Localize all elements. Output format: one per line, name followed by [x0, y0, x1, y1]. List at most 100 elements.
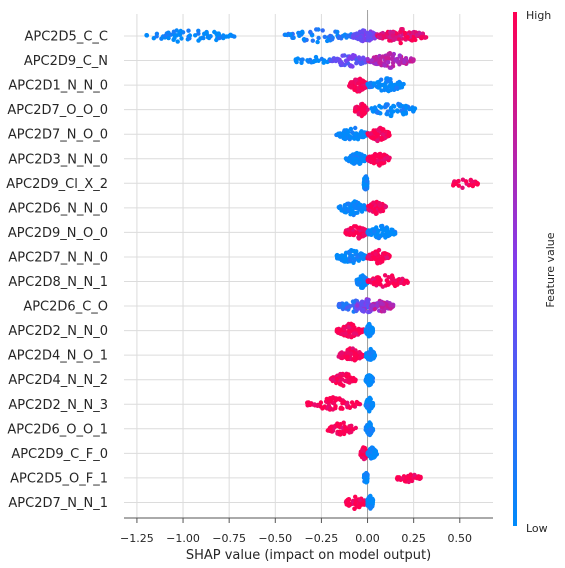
- shap-point: [216, 32, 221, 37]
- shap-point: [308, 30, 313, 35]
- shap-point: [366, 155, 371, 160]
- shap-point: [328, 405, 333, 411]
- shap-point: [355, 303, 360, 308]
- shap-point: [336, 301, 342, 307]
- shap-point: [371, 200, 376, 205]
- shap-point: [408, 472, 413, 477]
- shap-point: [314, 27, 319, 32]
- shap-point: [313, 54, 319, 60]
- shap-point: [372, 152, 377, 157]
- feature-label: APC2D7_N_N_1: [8, 496, 108, 511]
- shap-point: [345, 350, 350, 355]
- feature-label: APC2D9_Cl_X_2: [6, 177, 108, 192]
- shap-point: [291, 35, 296, 40]
- shap-point: [353, 494, 358, 499]
- shap-point: [359, 327, 364, 333]
- x-tick-label: 0.50: [448, 532, 473, 545]
- shap-point: [174, 33, 179, 38]
- feature-label: APC2D5_O_F_1: [10, 471, 108, 486]
- shap-point: [360, 157, 365, 162]
- shap-point: [373, 251, 378, 256]
- shap-point: [345, 372, 350, 377]
- shap-point: [144, 33, 149, 38]
- shap-point: [396, 101, 401, 107]
- shap-point: [300, 30, 305, 35]
- shap-point: [370, 303, 375, 308]
- shap-point: [366, 334, 371, 339]
- shap-point: [345, 130, 351, 135]
- shap-point: [386, 60, 391, 65]
- shap-point: [365, 81, 370, 87]
- shap-point: [343, 58, 349, 63]
- shap-point: [361, 232, 366, 237]
- shap-point: [362, 502, 367, 507]
- feature-label: APC2D9_N_O_0: [8, 226, 108, 241]
- shap-point: [365, 498, 371, 503]
- shap-point: [365, 230, 370, 235]
- shap-point: [411, 107, 417, 113]
- colorbar-low-label: Low: [526, 522, 548, 535]
- shap-point: [355, 280, 360, 286]
- shap-point: [347, 380, 352, 385]
- shap-point: [368, 396, 373, 402]
- shap-point: [470, 183, 476, 188]
- shap-point: [366, 309, 371, 315]
- shap-point: [324, 396, 329, 402]
- shap-point: [350, 53, 356, 58]
- shap-point: [339, 355, 345, 360]
- shap-point: [171, 29, 177, 34]
- shap-point: [378, 301, 384, 306]
- shap-point: [366, 278, 371, 284]
- shap-point: [358, 251, 363, 256]
- shap-point: [351, 403, 356, 408]
- shap-point: [350, 299, 356, 304]
- shap-point: [369, 400, 374, 406]
- shap-point: [377, 103, 382, 109]
- shap-point: [351, 33, 356, 38]
- shap-point: [379, 126, 384, 132]
- shap-point: [381, 227, 386, 233]
- shap-point: [362, 282, 367, 287]
- feature-label: APC2D9_C_F_0: [11, 447, 108, 462]
- shap-point: [353, 224, 359, 229]
- shap-point: [364, 471, 369, 476]
- shap-point: [375, 158, 380, 163]
- shap-point: [288, 32, 293, 37]
- shap-point: [352, 501, 358, 507]
- shap-point: [404, 278, 409, 283]
- shap-point: [341, 420, 346, 425]
- shap-point: [401, 81, 406, 87]
- shap-point: [359, 38, 364, 43]
- shap-point: [372, 280, 377, 285]
- shap-point: [351, 331, 357, 336]
- shap-point: [350, 210, 355, 215]
- shap-point: [380, 231, 385, 236]
- shap-point: [343, 230, 348, 236]
- shap-point: [370, 455, 375, 460]
- shap-point: [372, 229, 377, 234]
- shap-point: [340, 33, 345, 39]
- shap-point: [367, 31, 372, 36]
- feature-label: APC2D6_C_O: [23, 300, 108, 315]
- shap-point: [362, 111, 367, 116]
- shap-point: [368, 159, 374, 165]
- shap-point: [367, 208, 372, 213]
- grid-layer: [124, 14, 493, 518]
- shap-point: [325, 38, 330, 44]
- shap-point: [359, 107, 364, 113]
- shap-point: [380, 132, 385, 137]
- shap-point: [368, 84, 373, 90]
- colorbar: High Low Feature value: [513, 9, 557, 535]
- shap-point: [178, 28, 183, 34]
- shap-point: [336, 35, 341, 40]
- feature-label: APC2D2_N_N_3: [8, 398, 108, 413]
- shap-point: [350, 153, 356, 158]
- shap-point: [370, 109, 376, 114]
- shap-point: [346, 201, 351, 206]
- shap-point: [352, 258, 357, 263]
- shap-point: [175, 39, 180, 44]
- shap-point: [179, 36, 184, 41]
- shap-point: [373, 449, 379, 454]
- shap-point: [350, 253, 355, 259]
- shap-point: [378, 282, 383, 287]
